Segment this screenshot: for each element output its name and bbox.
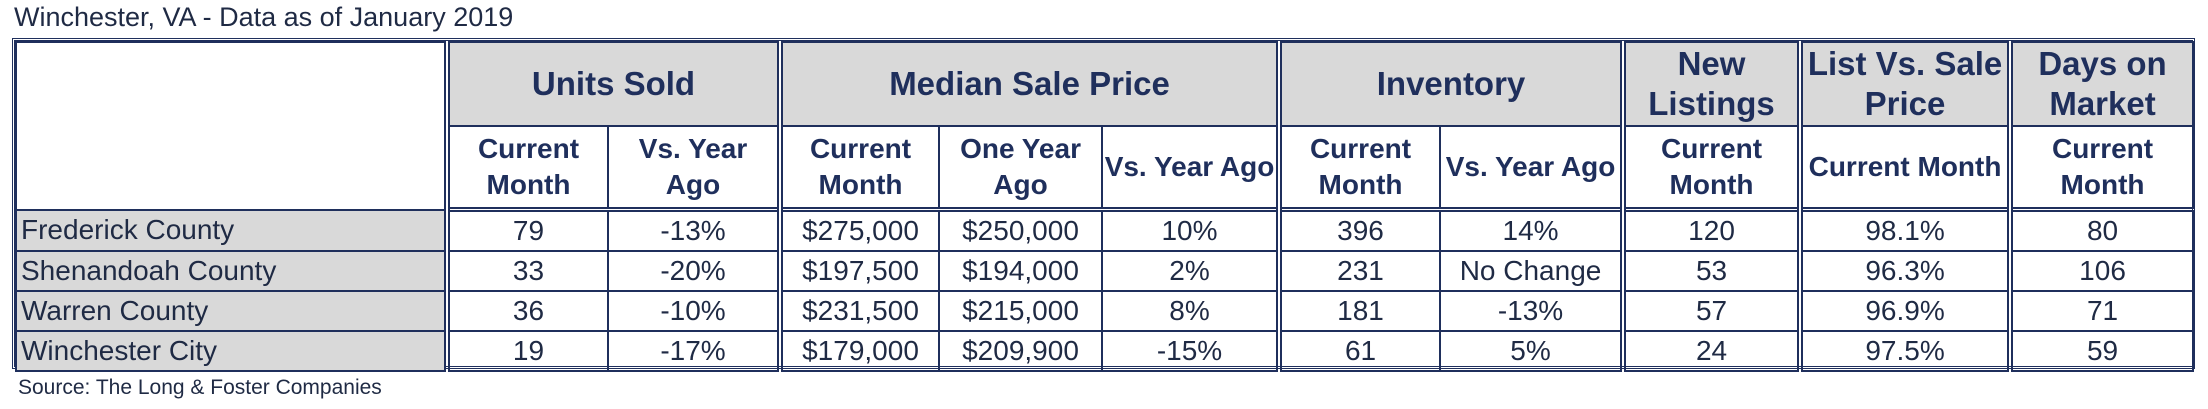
cell-list-vs-sale: 98.1% xyxy=(1797,208,2012,252)
cell-price-vs: -15% xyxy=(1101,330,1281,372)
group-list-vs-sale-price: List Vs. Sale Price xyxy=(1797,41,2012,127)
table-row: Frederick County 79 -13% $275,000 $250,0… xyxy=(15,208,2195,252)
cell-days-on-market: 106 xyxy=(2007,250,2195,292)
cell-inventory: 181 xyxy=(1276,290,1442,332)
cell-new-listings: 24 xyxy=(1620,330,1802,372)
sub-inv-current: Current Month xyxy=(1276,125,1442,212)
cell-price-prev: $194,000 xyxy=(938,250,1104,292)
cell-price: $197,500 xyxy=(777,250,941,292)
group-median-sale-price: Median Sale Price xyxy=(777,41,1281,127)
cell-price-vs: 10% xyxy=(1101,208,1281,252)
cell-inventory-vs: 5% xyxy=(1439,330,1625,372)
cell-inventory-vs: No Change xyxy=(1439,250,1625,292)
cell-units-vs: -20% xyxy=(606,250,782,292)
table-row: Warren County 36 -10% $231,500 $215,000 … xyxy=(15,290,2195,332)
cell-new-listings: 57 xyxy=(1620,290,1802,332)
cell-units: 79 xyxy=(444,208,609,252)
cell-inventory: 231 xyxy=(1276,250,1442,292)
cell-price-vs: 2% xyxy=(1101,250,1281,292)
cell-new-listings: 53 xyxy=(1620,250,1802,292)
cell-new-listings: 120 xyxy=(1620,208,1802,252)
market-data-table-frame: Units Sold Median Sale Price Inventory N… xyxy=(12,38,2195,372)
cell-list-vs-sale: 96.9% xyxy=(1797,290,2012,332)
corner-cell xyxy=(15,41,448,211)
cell-days-on-market: 71 xyxy=(2007,290,2195,332)
group-units-sold: Units Sold xyxy=(443,41,782,127)
sub-inv-vs: Vs. Year Ago xyxy=(1439,125,1625,212)
source-note: Source: The Long & Foster Companies xyxy=(18,376,382,399)
group-days-on-market: Days on Market xyxy=(2007,41,2195,127)
page-title: Winchester, VA - Data as of January 2019 xyxy=(14,2,514,32)
sub-price-one-year: One Year Ago xyxy=(938,125,1104,212)
cell-price: $179,000 xyxy=(777,330,941,372)
cell-list-vs-sale: 97.5% xyxy=(1797,330,2012,372)
cell-units-vs: -13% xyxy=(606,208,782,252)
cell-inventory: 396 xyxy=(1276,208,1442,252)
group-inventory: Inventory xyxy=(1276,41,1625,127)
cell-price: $231,500 xyxy=(777,290,941,332)
sub-price-current: Current Month xyxy=(777,125,941,212)
cell-days-on-market: 59 xyxy=(2007,330,2195,372)
sub-header-row: Current Month Vs. Year Ago Current Month… xyxy=(16,125,2195,212)
cell-price-prev: $215,000 xyxy=(938,290,1104,332)
sub-units-vs: Vs. Year Ago xyxy=(606,125,782,212)
sub-price-vs: Vs. Year Ago xyxy=(1101,125,1281,212)
table-row: Shenandoah County 33 -20% $197,500 $194,… xyxy=(15,250,2195,292)
table-row: Winchester City 19 -17% $179,000 $209,90… xyxy=(15,330,2195,372)
cell-inventory-vs: 14% xyxy=(1439,208,1625,252)
cell-units: 36 xyxy=(444,290,609,332)
cell-units: 19 xyxy=(444,330,609,372)
cell-inventory: 61 xyxy=(1276,330,1442,372)
row-label: Winchester City xyxy=(15,330,448,372)
group-new-listings: New Listings xyxy=(1620,41,1802,127)
market-data-table: Units Sold Median Sale Price Inventory N… xyxy=(15,41,2195,372)
sub-new-current: Current Month xyxy=(1620,125,1802,212)
cell-price: $275,000 xyxy=(777,208,941,252)
group-header-row: Units Sold Median Sale Price Inventory N… xyxy=(15,41,2195,211)
cell-units-vs: -10% xyxy=(606,290,782,332)
cell-days-on-market: 80 xyxy=(2007,208,2195,252)
row-label: Shenandoah County xyxy=(15,250,448,292)
sub-list-current: Current Month xyxy=(1797,125,2012,212)
cell-units-vs: -17% xyxy=(606,330,782,372)
cell-price-prev: $250,000 xyxy=(938,208,1104,252)
cell-price-prev: $209,900 xyxy=(938,330,1104,372)
cell-inventory-vs: -13% xyxy=(1439,290,1625,332)
sub-units-current: Current Month xyxy=(444,125,609,212)
sub-days-current: Current Month xyxy=(2007,125,2195,212)
row-label: Frederick County xyxy=(15,208,448,252)
cell-list-vs-sale: 96.3% xyxy=(1797,250,2012,292)
cell-units: 33 xyxy=(444,250,609,292)
row-label: Warren County xyxy=(15,290,448,332)
cell-price-vs: 8% xyxy=(1101,290,1281,332)
